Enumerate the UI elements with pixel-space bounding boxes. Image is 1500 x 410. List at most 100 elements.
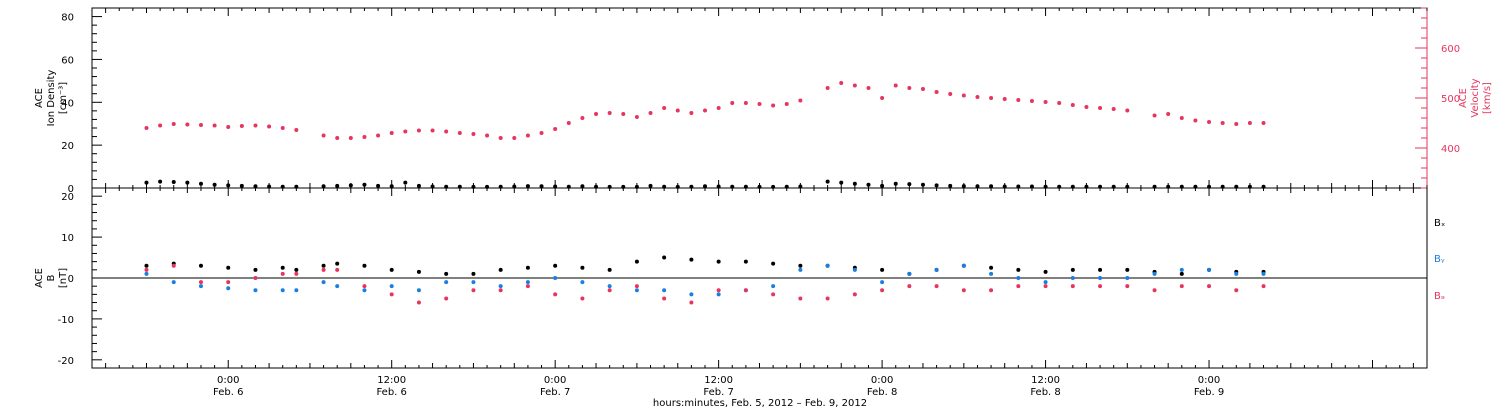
bz-point xyxy=(880,288,885,293)
velocity-point xyxy=(634,115,639,119)
bottom-ytick-label: 0 xyxy=(68,274,74,285)
bz-point xyxy=(294,271,299,276)
density-point xyxy=(961,184,966,189)
density-point xyxy=(1043,184,1048,189)
by-point xyxy=(1234,271,1239,276)
bz-point xyxy=(471,288,476,293)
top-ytick-label: 0 xyxy=(68,184,74,195)
density-point xyxy=(376,183,381,188)
x-tick-date: Feb. 9 xyxy=(1194,387,1224,398)
bx-point xyxy=(498,267,503,272)
bx-point xyxy=(253,267,258,272)
bx-point xyxy=(553,263,558,268)
bz-point xyxy=(743,288,748,293)
velocity-point xyxy=(457,131,462,135)
data-marks xyxy=(144,81,1266,305)
density-point xyxy=(1125,184,1130,189)
velocity-point xyxy=(1193,118,1198,123)
velocity-point xyxy=(893,83,898,88)
bz-point xyxy=(362,284,367,289)
top-ytick-label: 20 xyxy=(61,141,74,152)
density-point xyxy=(920,182,925,187)
bz-point xyxy=(989,288,994,293)
density-point xyxy=(185,180,190,185)
velocity-point xyxy=(539,131,544,135)
legend-bz: Bₔ xyxy=(1434,291,1445,302)
by-point xyxy=(1098,276,1103,280)
density-point xyxy=(1152,184,1157,189)
density-point xyxy=(430,184,435,189)
x-tick-time: 12:00 xyxy=(1031,375,1060,386)
velocity-point xyxy=(485,133,490,138)
velocity-point xyxy=(920,87,925,91)
bx-point xyxy=(634,259,639,264)
density-point xyxy=(784,184,789,189)
density-point xyxy=(253,184,258,189)
top-panel-frame xyxy=(91,7,1428,189)
by-point xyxy=(389,284,394,289)
density-point xyxy=(239,183,244,188)
density-point xyxy=(1179,184,1184,189)
velocity-point xyxy=(1261,121,1266,125)
bz-point xyxy=(934,284,939,289)
density-point xyxy=(1057,184,1062,189)
velocity-point xyxy=(784,102,789,106)
bx-point xyxy=(1043,269,1048,274)
density-point xyxy=(771,184,776,189)
density-point xyxy=(607,184,612,189)
density-point xyxy=(321,184,326,189)
velocity-point xyxy=(1016,98,1021,102)
by-point xyxy=(321,280,326,285)
velocity-point xyxy=(757,102,762,106)
by-point xyxy=(934,267,939,272)
bz-point xyxy=(321,267,326,272)
velocity-point xyxy=(607,111,612,115)
velocity-tick-label: 500 xyxy=(1441,94,1460,105)
density-point xyxy=(198,181,203,186)
velocity-point xyxy=(989,96,994,100)
density-point xyxy=(485,184,490,189)
velocity-point xyxy=(662,106,667,110)
x-tick-time: 12:00 xyxy=(704,375,733,386)
density-point xyxy=(1261,184,1266,189)
bx-point xyxy=(1125,267,1130,272)
density-point xyxy=(989,184,994,189)
density-point xyxy=(335,183,340,188)
velocity-point xyxy=(730,101,735,105)
by-point xyxy=(1179,267,1184,272)
by-point xyxy=(662,288,667,293)
velocity-point xyxy=(430,128,435,133)
density-point xyxy=(525,184,530,189)
by-point xyxy=(198,284,203,289)
bx-point xyxy=(226,265,231,270)
top-ylabel-line3: [cm⁻³] xyxy=(58,82,69,114)
density-point xyxy=(416,183,421,188)
legend-by: Bᵧ xyxy=(1434,254,1445,265)
density-point xyxy=(839,180,844,185)
velocity-point xyxy=(267,124,272,129)
velocity-point xyxy=(1084,105,1089,109)
bz-point xyxy=(144,267,149,272)
velocity-point xyxy=(171,122,176,126)
top-y2label-line3: [km/s] xyxy=(1482,82,1493,114)
density-point xyxy=(634,184,639,189)
density-point xyxy=(880,183,885,188)
density-point xyxy=(444,184,449,189)
density-point xyxy=(621,184,626,189)
density-point xyxy=(1098,184,1103,189)
bottom-ytick-label: -20 xyxy=(58,356,74,367)
legend-bx: Bₓ xyxy=(1434,218,1445,229)
by-point xyxy=(280,288,285,293)
bx-point xyxy=(471,271,476,276)
bottom-ytick-label: 20 xyxy=(61,192,74,203)
by-point xyxy=(825,263,830,268)
density-point xyxy=(594,184,599,189)
bz-point xyxy=(389,292,394,297)
density-point xyxy=(1016,184,1021,189)
bx-point xyxy=(1016,267,1021,272)
velocity-point xyxy=(1247,121,1252,125)
by-point xyxy=(253,288,258,293)
bz-point xyxy=(553,292,558,297)
top-ytick-label: 40 xyxy=(61,98,74,109)
velocity-point xyxy=(948,92,953,96)
